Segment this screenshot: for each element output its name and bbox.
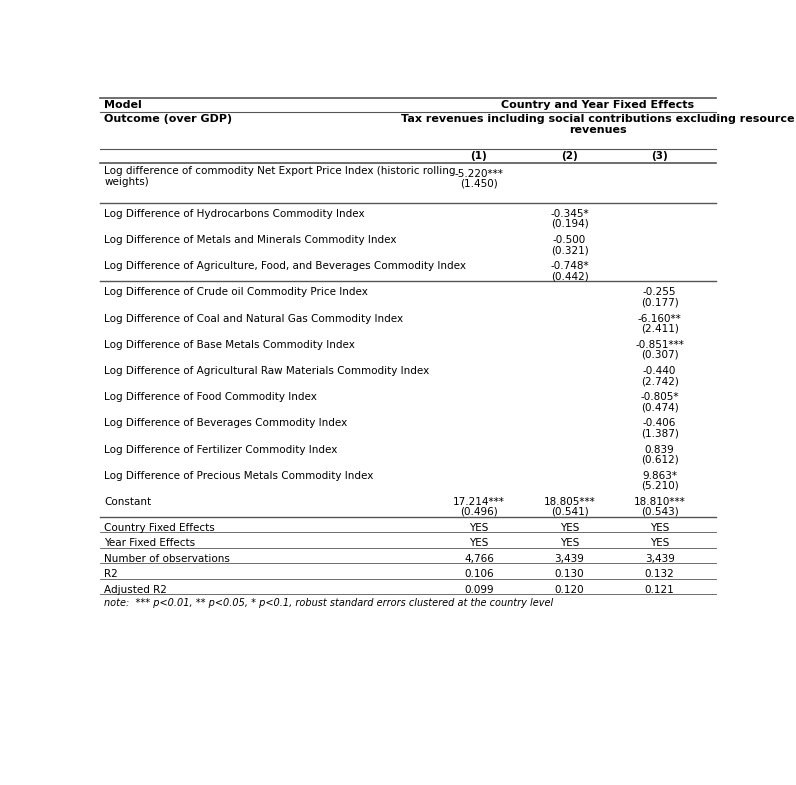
Text: (5.210): (5.210)	[641, 480, 678, 491]
Text: -0.851***: -0.851***	[635, 340, 684, 350]
Text: 0.130: 0.130	[555, 569, 584, 579]
Text: (0.307): (0.307)	[641, 350, 678, 360]
Text: 17.214***: 17.214***	[453, 497, 505, 507]
Text: 0.839: 0.839	[645, 444, 674, 455]
Text: -0.345*: -0.345*	[550, 209, 589, 219]
Text: 0.099: 0.099	[464, 585, 494, 595]
Text: (0.194): (0.194)	[551, 219, 588, 229]
Text: Adjusted R2: Adjusted R2	[104, 585, 167, 595]
Text: Log Difference of Metals and Minerals Commodity Index: Log Difference of Metals and Minerals Co…	[104, 236, 397, 245]
Text: Log Difference of Crude oil Commodity Price Index: Log Difference of Crude oil Commodity Pr…	[104, 287, 369, 298]
Text: -0.500: -0.500	[553, 236, 586, 245]
Text: Log Difference of Beverages Commodity Index: Log Difference of Beverages Commodity In…	[104, 418, 348, 429]
Text: Log Difference of Agricultural Raw Materials Commodity Index: Log Difference of Agricultural Raw Mater…	[104, 366, 430, 376]
Text: R2: R2	[104, 569, 118, 579]
Text: -0.748*: -0.748*	[550, 261, 589, 272]
Text: Country Fixed Effects: Country Fixed Effects	[104, 523, 215, 533]
Text: YES: YES	[469, 539, 489, 549]
Text: Tax revenues including social contributions excluding resource: Tax revenues including social contributi…	[401, 115, 794, 124]
Text: Model: Model	[104, 100, 142, 111]
Text: Log Difference of Food Commodity Index: Log Difference of Food Commodity Index	[104, 392, 318, 402]
Text: (0.474): (0.474)	[641, 402, 678, 412]
Text: YES: YES	[650, 523, 669, 533]
Text: -5.220***: -5.220***	[455, 169, 503, 179]
Text: YES: YES	[560, 539, 579, 549]
Text: 18.810***: 18.810***	[634, 497, 685, 507]
Text: Log Difference of Hydrocarbons Commodity Index: Log Difference of Hydrocarbons Commodity…	[104, 209, 365, 219]
Text: 9.863*: 9.863*	[642, 471, 677, 480]
Text: Outcome (over GDP): Outcome (over GDP)	[104, 115, 232, 124]
Text: (0.321): (0.321)	[551, 245, 588, 255]
Text: (1): (1)	[470, 152, 487, 161]
Text: 0.120: 0.120	[555, 585, 584, 595]
Text: -0.805*: -0.805*	[641, 392, 679, 402]
Text: 3,439: 3,439	[645, 554, 674, 564]
Text: (2.411): (2.411)	[641, 323, 678, 334]
Text: Year Fixed Effects: Year Fixed Effects	[104, 539, 196, 549]
Text: (0.543): (0.543)	[641, 507, 678, 517]
Text: (0.442): (0.442)	[551, 272, 588, 281]
Text: (0.177): (0.177)	[641, 298, 678, 308]
Text: (0.612): (0.612)	[641, 455, 678, 465]
Text: Log Difference of Base Metals Commodity Index: Log Difference of Base Metals Commodity …	[104, 340, 355, 350]
Text: 0.132: 0.132	[645, 569, 674, 579]
Text: note:  *** p<0.01, ** p<0.05, * p<0.1, robust standard errors clustered at the c: note: *** p<0.01, ** p<0.05, * p<0.1, ro…	[104, 598, 554, 608]
Text: YES: YES	[560, 523, 579, 533]
Text: revenues: revenues	[569, 125, 626, 135]
Text: 0.121: 0.121	[645, 585, 674, 595]
Text: Constant: Constant	[104, 497, 151, 507]
Text: (0.496): (0.496)	[460, 507, 498, 517]
Text: (2.742): (2.742)	[641, 376, 678, 386]
Text: (3): (3)	[651, 152, 668, 161]
Text: -6.160**: -6.160**	[638, 314, 681, 323]
Text: Country and Year Fixed Effects: Country and Year Fixed Effects	[501, 100, 694, 111]
Text: Log Difference of Fertilizer Commodity Index: Log Difference of Fertilizer Commodity I…	[104, 444, 338, 455]
Text: -0.440: -0.440	[643, 366, 677, 376]
Text: Log Difference of Agriculture, Food, and Beverages Commodity Index: Log Difference of Agriculture, Food, and…	[104, 261, 466, 272]
Text: Log difference of commodity Net Export Price Index (historic rolling
weights): Log difference of commodity Net Export P…	[104, 166, 456, 188]
Text: (1.450): (1.450)	[460, 179, 498, 189]
Text: (0.541): (0.541)	[551, 507, 588, 517]
Text: 0.106: 0.106	[464, 569, 494, 579]
Text: Number of observations: Number of observations	[104, 554, 230, 564]
Text: Log Difference of Precious Metals Commodity Index: Log Difference of Precious Metals Commod…	[104, 471, 374, 480]
Text: 3,439: 3,439	[555, 554, 584, 564]
Text: YES: YES	[469, 523, 489, 533]
Text: Log Difference of Coal and Natural Gas Commodity Index: Log Difference of Coal and Natural Gas C…	[104, 314, 404, 323]
Text: 4,766: 4,766	[464, 554, 494, 564]
Text: -0.255: -0.255	[643, 287, 677, 298]
Text: (2): (2)	[561, 152, 578, 161]
Text: -0.406: -0.406	[643, 418, 677, 429]
Text: (1.387): (1.387)	[641, 429, 678, 438]
Text: 18.805***: 18.805***	[544, 497, 595, 507]
Text: YES: YES	[650, 539, 669, 549]
